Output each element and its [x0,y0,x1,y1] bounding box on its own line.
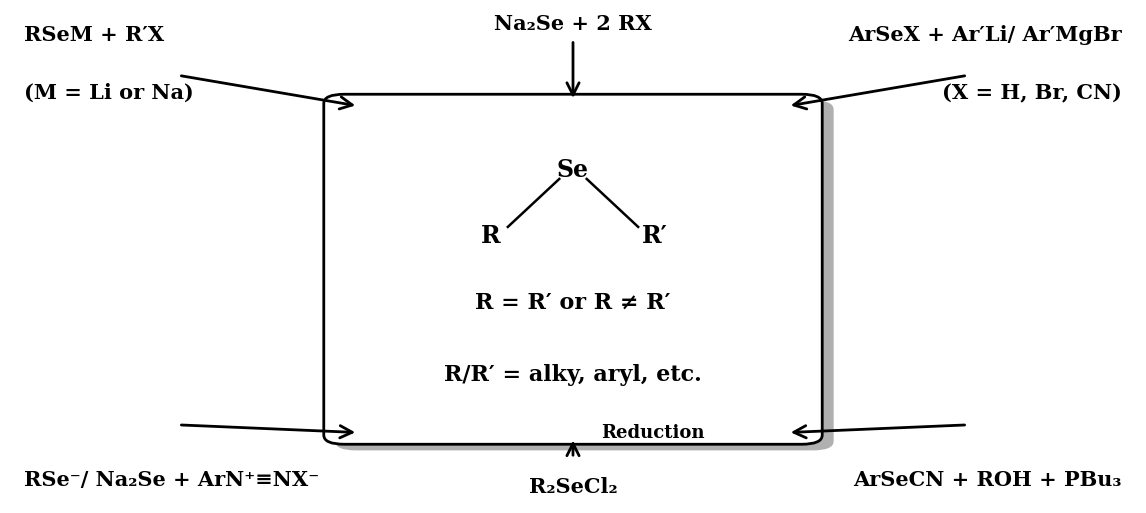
FancyBboxPatch shape [324,94,822,444]
Text: Reduction: Reduction [602,424,705,442]
Text: ArSeX + Ar′Li/ Ar′MgBr: ArSeX + Ar′Li/ Ar′MgBr [848,25,1122,45]
Text: RSeM + R′X: RSeM + R′X [24,25,165,45]
Text: R′: R′ [643,224,668,248]
Text: Se: Se [557,158,589,182]
FancyBboxPatch shape [336,101,833,450]
Text: RSe⁻/ Na₂Se + ArN⁺≡NX⁻: RSe⁻/ Na₂Se + ArN⁺≡NX⁻ [24,470,320,490]
Text: (X = H, Br, CN): (X = H, Br, CN) [942,83,1122,103]
Text: R₂SeCl₂: R₂SeCl₂ [528,477,618,497]
Text: ArSeCN + ROH + PBu₃: ArSeCN + ROH + PBu₃ [854,470,1122,490]
Text: R = R′ or R ≠ R′: R = R′ or R ≠ R′ [476,291,670,313]
Text: R/R′ = alky, aryl, etc.: R/R′ = alky, aryl, etc. [445,364,701,386]
Text: Na₂Se + 2 RX: Na₂Se + 2 RX [494,14,652,34]
Text: R: R [481,224,501,248]
Text: (M = Li or Na): (M = Li or Na) [24,83,194,103]
